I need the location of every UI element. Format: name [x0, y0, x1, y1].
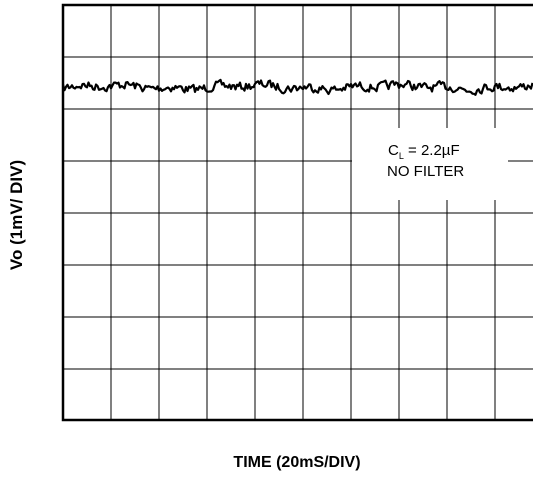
plot-frame — [61, 3, 533, 422]
annotation-filter: NO FILTER — [387, 163, 464, 180]
annotation-background — [352, 128, 508, 200]
annotation-cl: CL = 2.2µF — [388, 142, 460, 161]
x-axis-label: TIME (20mS/DIV) — [233, 454, 360, 471]
noise-trace — [61, 78, 533, 96]
grid — [63, 5, 533, 420]
y-axis-label: Vo (1mV/ DIV) — [7, 160, 26, 270]
